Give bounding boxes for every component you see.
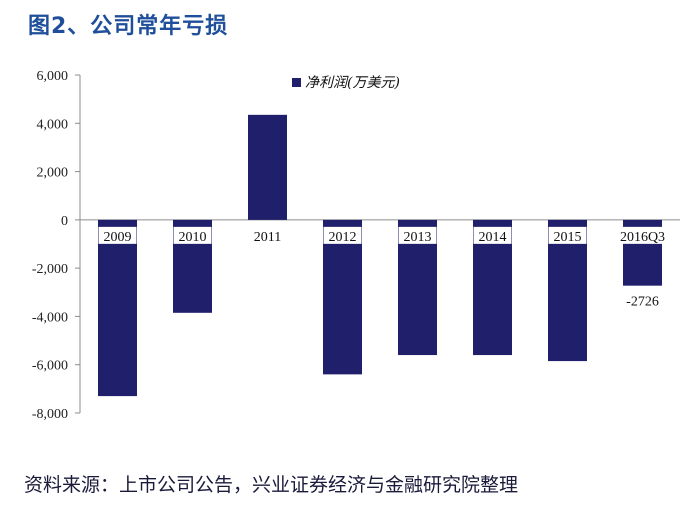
y-tick-label: -6,000 <box>32 359 68 374</box>
category-label-bg <box>173 226 212 244</box>
y-tick-label: 2,000 <box>37 166 69 181</box>
category-label: 2013 <box>404 230 432 245</box>
y-tick-label: 0 <box>61 214 68 229</box>
bar-2012 <box>323 219 362 375</box>
category-label: 2010 <box>179 230 207 245</box>
category-label-bg <box>548 226 587 244</box>
category-label-bg <box>398 226 437 244</box>
legend-swatch <box>292 78 301 87</box>
bar-2009 <box>98 219 137 397</box>
category-label: 2011 <box>254 230 281 245</box>
bar-2011 <box>248 114 287 220</box>
figure-title: 图2、公司常年亏损 <box>28 14 229 39</box>
category-labels: 2009 2010 2011 2012 2013 2014 2015 2016Q3 <box>98 226 670 245</box>
category-label: 2009 <box>104 230 132 245</box>
category-label: 2012 <box>329 230 357 245</box>
category-label: 2016Q3 <box>620 230 665 245</box>
legend: 净利润(万美元) <box>292 75 400 91</box>
category-label-bg <box>98 226 137 244</box>
category-label: 2014 <box>479 230 507 245</box>
category-label: 2015 <box>554 230 582 245</box>
y-tick-label: -8,000 <box>32 407 68 422</box>
bar-series <box>98 114 662 397</box>
legend-label: 净利润(万美元) <box>305 75 400 91</box>
y-tick-label: 6,000 <box>37 69 69 84</box>
y-tick-label: -2,000 <box>32 262 68 277</box>
data-labels: -2726 <box>626 295 659 310</box>
category-label-bg <box>248 226 287 244</box>
category-label-bg <box>615 226 670 244</box>
y-tick-label: 4,000 <box>37 117 69 132</box>
category-label-bg <box>323 226 362 244</box>
bar-chart: 6,000 4,000 2,000 0 -2,000 -4,000 -6,000 -8,000… <box>32 69 680 422</box>
y-tick-label: -4,000 <box>32 310 68 325</box>
source-note: 资料来源：上市公司公告，兴业证券经济与金融研究院整理 <box>24 474 519 496</box>
category-label-bg <box>473 226 512 244</box>
data-label: -2726 <box>626 295 659 310</box>
